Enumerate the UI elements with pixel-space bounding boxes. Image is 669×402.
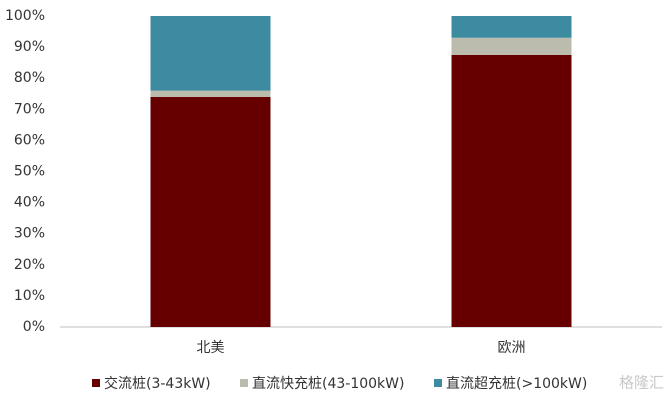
x-tick-label: 北美: [197, 340, 225, 356]
y-tick-label: 20%: [14, 257, 45, 273]
bar-segment: [150, 90, 271, 97]
y-tick-label: 60%: [14, 132, 45, 148]
legend-swatch: [240, 379, 248, 387]
y-tick-label: 30%: [14, 226, 45, 242]
bar-segment: [150, 16, 271, 91]
legend-label: 直流快充桩(43-100kW): [252, 375, 404, 392]
bar-segment: [451, 54, 572, 327]
y-tick-label: 70%: [14, 101, 45, 117]
y-tick-label: 0%: [23, 319, 45, 335]
watermark: 格隆汇: [619, 374, 664, 392]
y-tick-label: 90%: [14, 39, 45, 55]
bar-segment: [451, 16, 572, 38]
y-tick-label: 40%: [14, 195, 45, 211]
y-tick-label: 100%: [5, 8, 45, 24]
legend-label: 直流超充桩(>100kW): [446, 375, 587, 392]
legend-label: 交流桩(3-43kW): [104, 375, 211, 392]
y-tick-label: 80%: [14, 70, 45, 86]
y-tick-label: 10%: [14, 288, 45, 304]
bar-segment: [150, 96, 271, 327]
legend-swatch: [434, 379, 442, 387]
legend-swatch: [92, 379, 100, 387]
x-tick-label: 欧洲: [498, 340, 526, 356]
bar-segment: [451, 37, 572, 55]
y-tick-label: 50%: [14, 164, 45, 180]
